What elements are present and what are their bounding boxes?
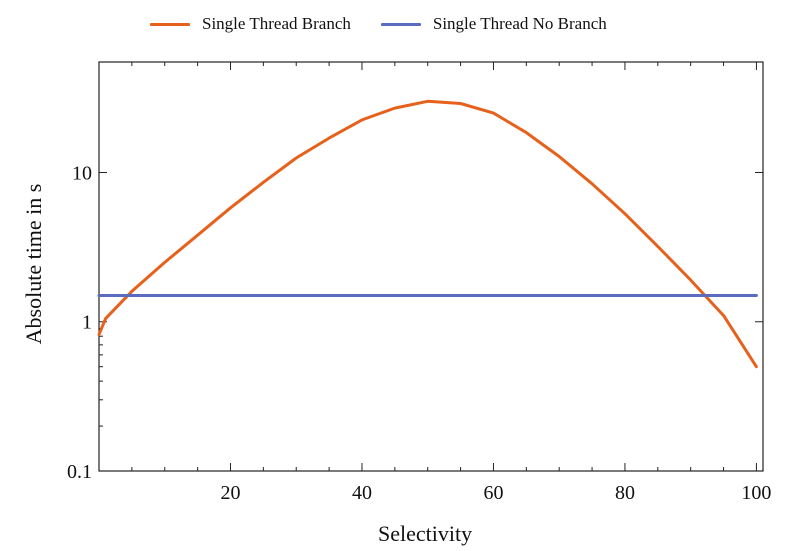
series-layer	[97, 99, 758, 369]
y-tick-label: 1	[82, 312, 92, 334]
x-tick-label: 20	[220, 482, 240, 504]
legend-label-no-branch: Single Thread No Branch	[432, 14, 607, 33]
y-axis-label: Absolute time in s	[21, 183, 46, 345]
legend-item-branch: Single Thread Branch	[150, 14, 351, 34]
x-tick-label: 60	[483, 482, 503, 504]
y-tick-label: 10	[72, 162, 92, 184]
plot-frame	[98, 61, 764, 472]
legend-swatch-no-branch	[380, 22, 421, 26]
legend-label-branch: Single Thread Branch	[202, 14, 351, 33]
x-tick-label: 80	[615, 482, 635, 504]
x-tick-label: 100	[741, 482, 771, 504]
series-line-branch	[97, 99, 758, 369]
x-tick-label: 40	[352, 482, 372, 504]
x-axis-label: Selectivity	[378, 521, 473, 546]
legend-swatch-branch	[150, 22, 190, 26]
chart-legend: Single Thread Branch Single Thread No Br…	[150, 14, 607, 34]
y-tick-label: 0.1	[67, 461, 92, 483]
legend-item-no-branch: Single Thread No Branch	[380, 14, 607, 34]
axis-ticks: 20 40 60 80 100 0.1 1 10	[67, 62, 771, 504]
